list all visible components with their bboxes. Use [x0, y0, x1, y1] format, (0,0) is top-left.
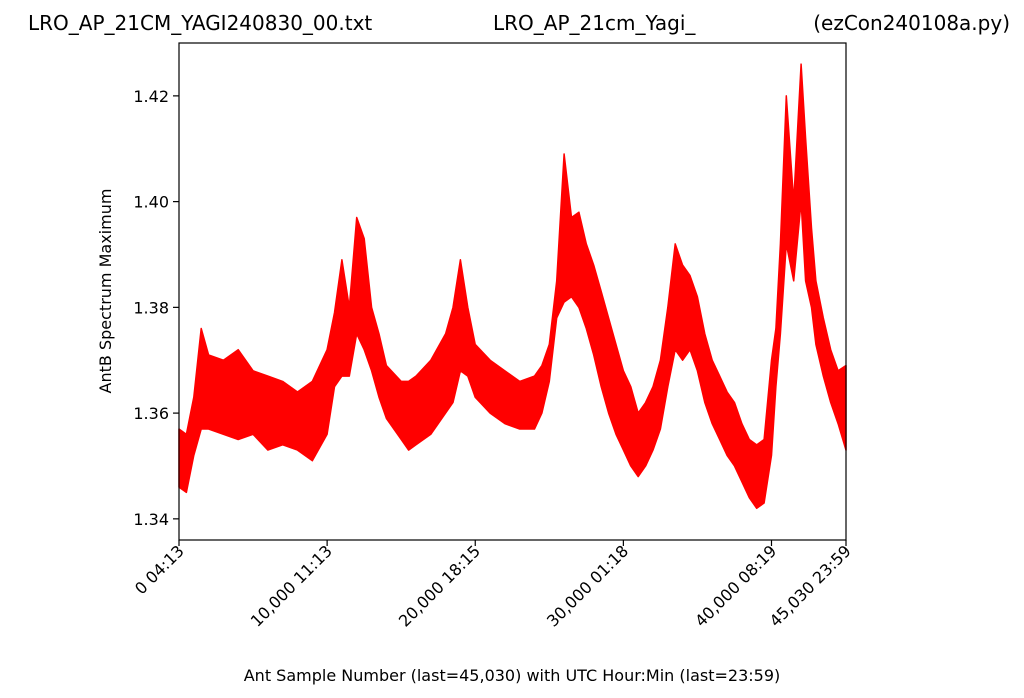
- chart-title-left: LRO_AP_21CM_YAGI240830_00.txt: [28, 11, 372, 35]
- x-tick-label: 10,000 11:13: [247, 541, 336, 630]
- chart-title-center: LRO_AP_21cm_Yagi_: [493, 11, 696, 35]
- x-tick-label: 30,000 01:18: [543, 541, 632, 630]
- x-axis-label: Ant Sample Number (last=45,030) with UTC…: [244, 666, 781, 685]
- y-tick-label: 1.40: [133, 193, 169, 212]
- y-axis: 1.34 1.36 1.38 1.40 1.42: [133, 87, 179, 529]
- x-axis: 0 04:13 10,000 11:13 20,000 18:15 30,000 01…: [131, 540, 855, 631]
- series-line-0: [179, 64, 846, 508]
- x-tick-label: 20,000 18:15: [395, 541, 484, 630]
- y-tick-label: 1.42: [133, 87, 169, 106]
- x-tick-label: 0 04:13: [131, 541, 188, 598]
- plot-layer: [179, 64, 846, 508]
- y-tick-label: 1.38: [133, 298, 169, 317]
- chart: LRO_AP_21CM_YAGI240830_00.txt LRO_AP_21c…: [0, 0, 1024, 698]
- y-axis-label: AntB Spectrum Maximum: [96, 189, 115, 394]
- y-tick-label: 1.36: [133, 404, 169, 423]
- chart-title-right: (ezCon240108a.py): [813, 11, 1010, 35]
- y-tick-label: 1.34: [133, 510, 169, 529]
